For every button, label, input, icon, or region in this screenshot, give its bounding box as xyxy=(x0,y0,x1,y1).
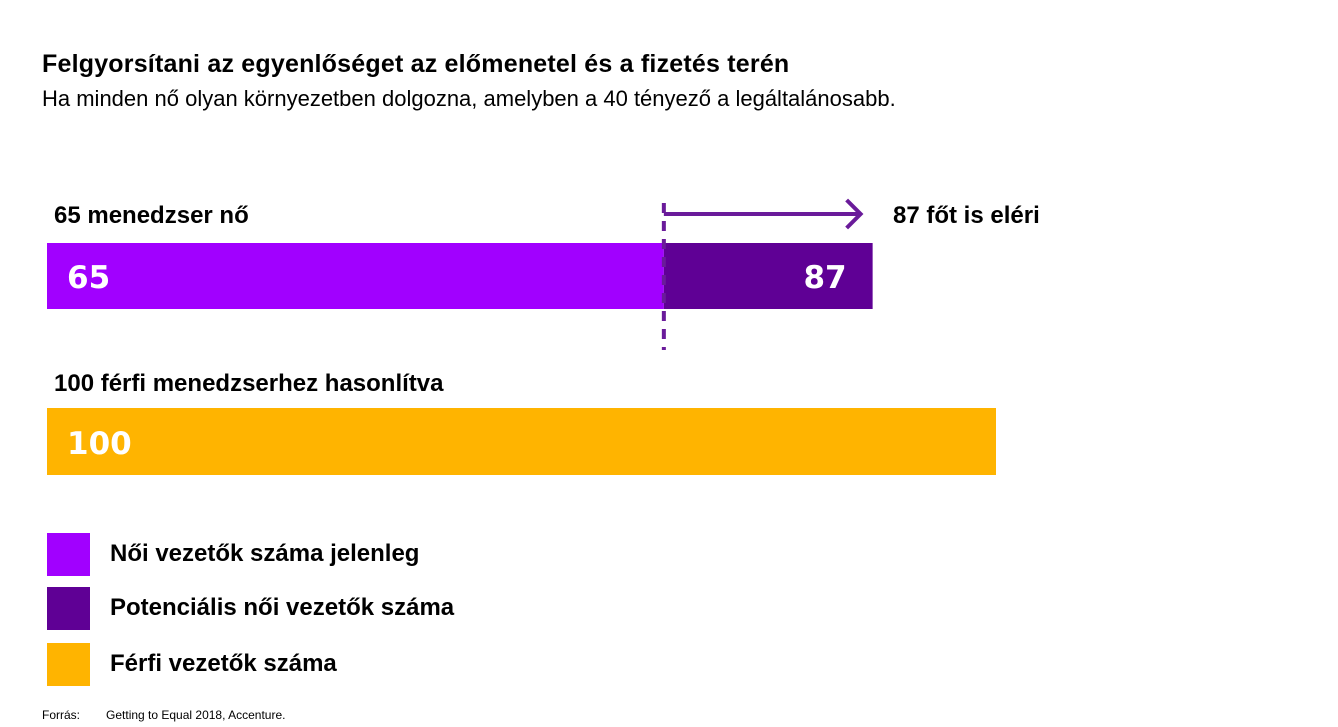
source-key: Forrás: xyxy=(42,708,81,722)
legend-item-men: Férfi vezetők száma xyxy=(47,642,454,686)
bar-label-women: 65 menedzser nő xyxy=(54,202,249,229)
source-text: Getting to Equal 2018, Accenture. xyxy=(106,708,286,722)
legend-swatch-potential-women xyxy=(47,586,90,630)
bar-segment-potential-women xyxy=(663,243,873,309)
data-label-current-women: 65 xyxy=(67,260,110,296)
bar-segment-men xyxy=(47,408,996,475)
data-label-men: 100 xyxy=(67,426,132,462)
legend-swatch-current-women xyxy=(47,532,90,576)
data-label-potential-women: 87 xyxy=(803,260,846,296)
arrow-head xyxy=(845,198,864,230)
chart-title: Felgyorsítani az egyenlőséget az előmene… xyxy=(42,50,790,78)
legend-swatch-men xyxy=(47,642,90,686)
source-note: Forrás: Getting to Equal 2018, Accenture. xyxy=(42,708,285,722)
chart-subtitle: Ha minden nő olyan környezetben dolgozna… xyxy=(42,86,896,111)
legend: Női vezetők száma jelenleg Potenciális n… xyxy=(47,532,455,697)
bar-segment-current-women xyxy=(47,243,664,309)
bar-label-men: 100 férfi menedzserhez hasonlítva xyxy=(54,370,444,397)
legend-item-potential-women: Potenciális női vezetők száma xyxy=(47,586,455,630)
annotation-label: 87 főt is eléri xyxy=(893,202,1040,229)
legend-label-current-women: Női vezetők száma jelenleg xyxy=(110,540,420,567)
legend-item-current-women: Női vezetők száma jelenleg xyxy=(47,532,454,576)
legend-label-men: Férfi vezetők száma xyxy=(110,650,337,677)
legend-label-potential-women: Potenciális női vezetők száma xyxy=(110,594,455,621)
